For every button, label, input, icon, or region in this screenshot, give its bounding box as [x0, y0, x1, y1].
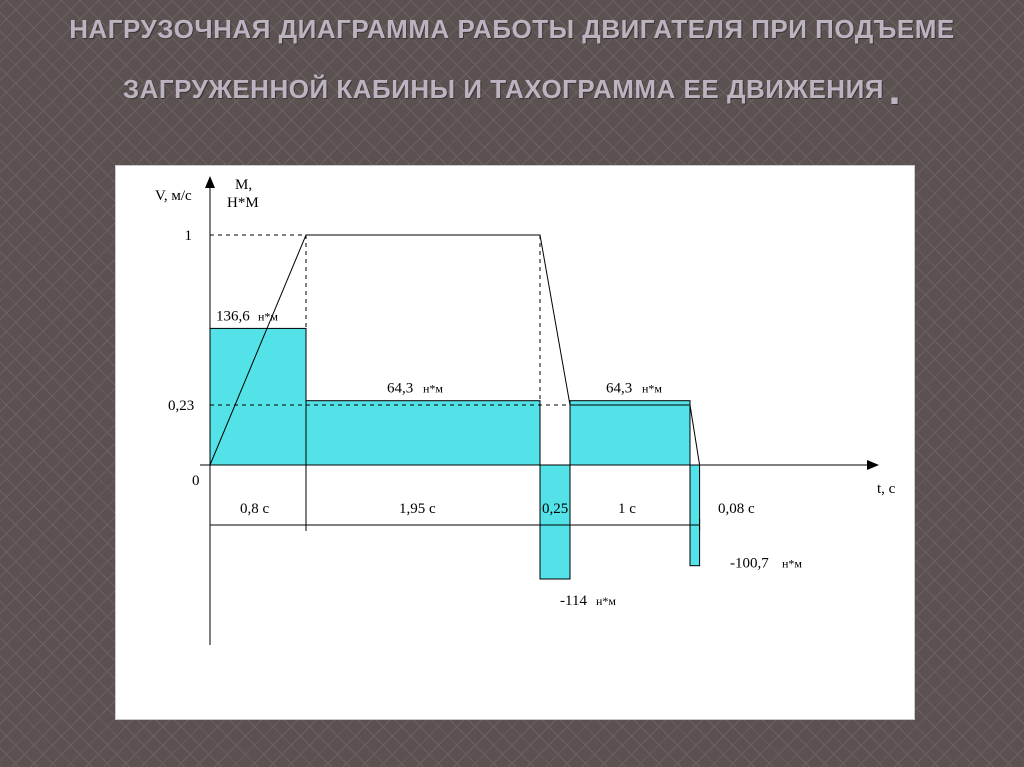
torque-label-decel2: -100,7 [730, 556, 769, 572]
time-label-1: 1,95 с [399, 501, 436, 517]
time-label-0: 0,8 с [240, 501, 270, 517]
y-right-label-1: M, [235, 177, 252, 193]
torque-label-steady1: 64,3 [387, 381, 413, 397]
torque-label-steady2: 64,3 [606, 381, 632, 397]
torque-bar-steady1 [306, 401, 540, 465]
title-line-1: НАГРУЗОЧНАЯ ДИАГРАММА РАБОТЫ ДВИГАТЕЛЯ П… [69, 14, 954, 44]
torque-unit-decel1: н*м [596, 594, 616, 608]
title-dot: . [888, 65, 901, 114]
torque-bar-decel1 [540, 465, 570, 579]
y-left-label: V, м/с [155, 188, 192, 204]
ytick-1: 1 [185, 228, 193, 244]
torque-unit-decel2: н*м [782, 557, 802, 571]
torque-unit-steady2: н*м [642, 382, 662, 396]
ytick-023: 0,23 [168, 398, 194, 414]
time-label-2: 0,25 [542, 501, 568, 517]
time-label-3: 1 с [618, 501, 636, 517]
chart-panel: V, м/с M, Н*М t, с 0 1 0,23 136,6 н*м 64,3 н*м 64,3… [115, 165, 915, 720]
load-diagram-chart: V, м/с M, Н*М t, с 0 1 0,23 136,6 н*м 64,3 н*м 64,3… [115, 165, 915, 720]
x-axis-label: t, с [877, 481, 896, 497]
title-line-2: ЗАГРУЖЕННОЙ КАБИНЫ И ТАХОГРАММА ЕЕ ДВИЖЕ… [123, 74, 884, 104]
slide-title: НАГРУЗОЧНАЯ ДИАГРАММА РАБОТЫ ДВИГАТЕЛЯ П… [0, 14, 1024, 109]
x-axis-arrow [867, 460, 879, 470]
time-label-4: 0,08 с [718, 501, 755, 517]
y-right-label-2: Н*М [227, 195, 259, 211]
torque-label-decel1: -114 [560, 593, 587, 609]
y-axis-arrow [205, 176, 215, 188]
origin-label: 0 [192, 473, 200, 489]
torque-unit-steady1: н*м [423, 382, 443, 396]
torque-bar-decel2 [690, 465, 700, 566]
torque-label-accel1: 136,6 [216, 308, 250, 324]
torque-unit-accel1: н*м [258, 309, 278, 323]
torque-bar-steady2 [570, 401, 690, 465]
